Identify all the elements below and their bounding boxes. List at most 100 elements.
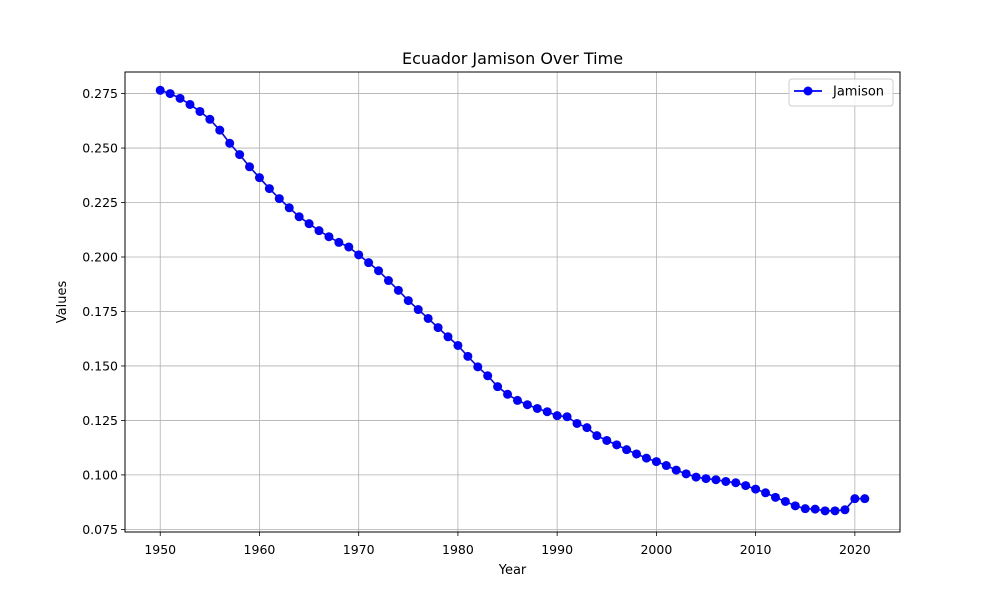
data-point	[721, 476, 731, 486]
data-point	[413, 305, 423, 315]
legend: Jamison	[788, 78, 894, 107]
y-tick-label: 0.175	[82, 304, 118, 319]
data-point	[671, 465, 681, 475]
data-point	[592, 431, 602, 441]
data-point	[185, 99, 195, 109]
data-point	[651, 457, 661, 467]
x-tick-label: 1970	[343, 542, 375, 557]
y-tick-label: 0.200	[82, 250, 118, 265]
series-layer	[155, 85, 870, 516]
data-point	[840, 505, 850, 515]
data-point	[512, 395, 522, 405]
data-point	[790, 501, 800, 511]
data-point	[334, 237, 344, 247]
x-axis-label: Year	[498, 563, 527, 578]
y-axis-label: Values	[55, 281, 70, 324]
grid-lines	[125, 72, 900, 532]
data-point	[284, 203, 294, 213]
data-point	[731, 478, 741, 488]
data-point	[532, 403, 542, 413]
data-point	[304, 219, 314, 229]
data-point	[830, 506, 840, 516]
data-point	[711, 475, 721, 485]
data-point	[780, 496, 790, 506]
legend-marker-swatch	[803, 86, 813, 96]
data-point	[770, 492, 780, 502]
data-point	[632, 449, 642, 459]
series-line-jamison	[159, 89, 865, 512]
x-axis-ticks: 1950 1960 1970 1980 1990 2000 2010 2020	[144, 532, 871, 557]
data-point	[681, 469, 691, 479]
data-point	[433, 323, 443, 333]
data-point	[393, 285, 403, 295]
data-point	[522, 400, 532, 410]
data-point	[364, 258, 374, 268]
data-point	[374, 266, 384, 276]
data-point	[225, 138, 235, 148]
data-point	[552, 411, 562, 421]
data-point	[741, 481, 751, 491]
data-point	[800, 504, 810, 514]
x-tick-label: 1990	[541, 542, 573, 557]
data-point	[314, 226, 324, 236]
y-tick-label: 0.150	[82, 358, 118, 373]
data-point	[205, 114, 215, 124]
data-point	[850, 494, 860, 504]
data-point	[423, 313, 433, 323]
y-tick-label: 0.100	[82, 467, 118, 482]
data-point	[463, 351, 473, 361]
data-point	[810, 504, 820, 514]
data-point	[562, 412, 572, 422]
data-point	[860, 494, 870, 504]
y-tick-label: 0.075	[82, 522, 118, 537]
data-point	[602, 435, 612, 445]
data-point	[761, 488, 771, 498]
data-point	[572, 418, 582, 428]
data-point	[254, 173, 264, 183]
data-point	[165, 89, 175, 99]
data-point	[195, 106, 205, 116]
data-point	[473, 362, 483, 372]
y-tick-label: 0.250	[82, 141, 118, 156]
data-point	[354, 250, 364, 260]
data-point	[403, 296, 413, 306]
x-tick-label: 2020	[839, 542, 871, 557]
data-point	[264, 184, 274, 194]
x-tick-label: 1950	[144, 542, 176, 557]
x-tick-label: 2000	[640, 542, 672, 557]
data-point	[175, 93, 185, 103]
data-point	[641, 453, 651, 463]
data-point	[324, 232, 334, 242]
legend-label-jamison: Jamison	[832, 85, 884, 100]
data-point	[582, 423, 592, 433]
data-point	[235, 150, 245, 160]
data-point	[274, 194, 284, 204]
data-point	[503, 389, 513, 399]
data-point	[493, 382, 503, 392]
y-tick-label: 0.225	[82, 195, 118, 210]
data-point	[622, 445, 632, 455]
data-point	[661, 461, 671, 471]
data-point	[691, 472, 701, 482]
plot-frame	[124, 71, 901, 533]
y-tick-label: 0.125	[82, 413, 118, 428]
data-point	[245, 162, 255, 172]
data-point	[542, 407, 552, 417]
data-point	[751, 484, 761, 494]
y-tick-label: 0.275	[82, 86, 118, 101]
data-point	[701, 474, 711, 484]
data-point	[383, 276, 393, 286]
data-point	[344, 242, 354, 252]
y-axis-ticks: 0.075 0.100 0.125 0.150 0.175 0.200 0.225 0.250…	[82, 86, 125, 537]
x-tick-label: 2010	[740, 542, 772, 557]
data-point	[612, 440, 622, 450]
data-point	[453, 340, 463, 350]
legend-box	[788, 78, 894, 107]
data-point	[155, 85, 165, 95]
x-tick-label: 1960	[244, 542, 276, 557]
data-point	[820, 506, 830, 516]
data-point	[294, 212, 304, 222]
x-tick-label: 1980	[442, 542, 474, 557]
data-point	[215, 125, 225, 135]
